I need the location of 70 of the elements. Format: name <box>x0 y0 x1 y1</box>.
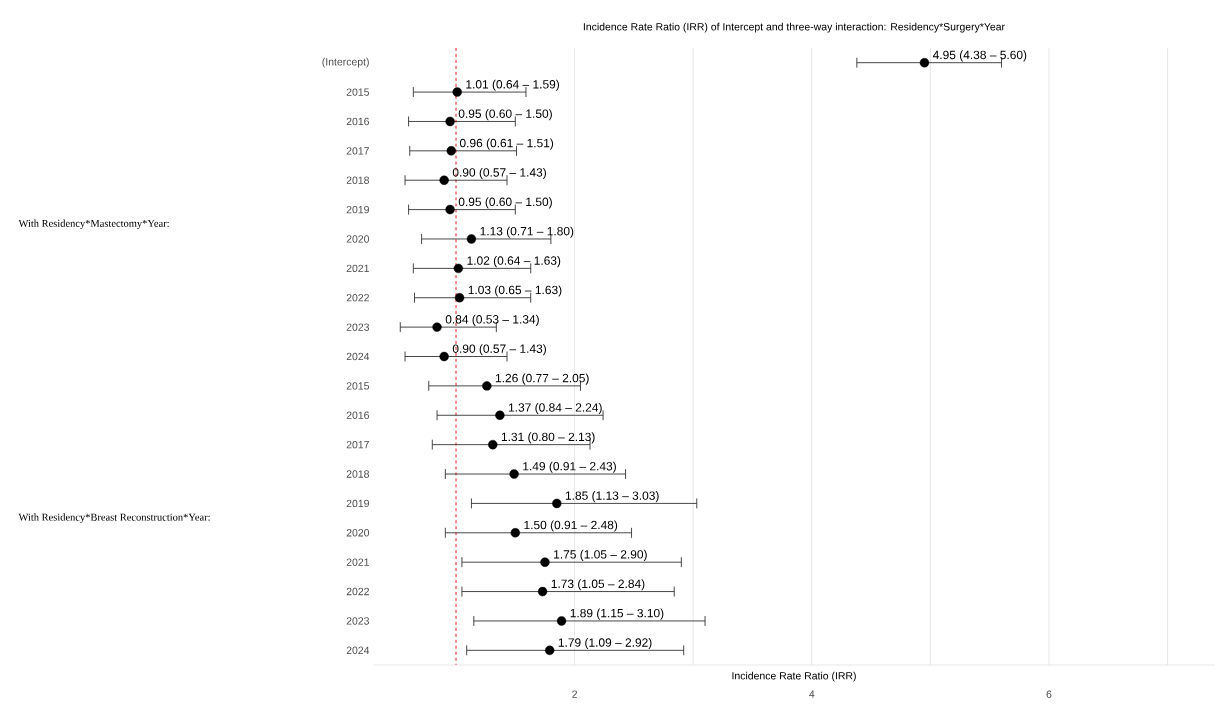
point <box>466 234 477 244</box>
data-label: 4.95 (4.38 – 5.60) <box>932 50 1027 62</box>
point <box>482 381 492 391</box>
y-tick-label: 2018 <box>346 176 370 184</box>
y-tick-label: 2015 <box>346 88 370 96</box>
data-label: 1.85 (1.13 – 3.03) <box>565 491 659 503</box>
point <box>556 616 567 626</box>
data-label: 1.13 (0.71 – 1.80) <box>480 226 574 238</box>
point <box>510 528 520 538</box>
y-tick-label: 2017 <box>346 440 369 449</box>
data-label: 1.79 (1.09 – 2.92) <box>558 637 652 650</box>
point <box>439 175 449 185</box>
data-label: 1.01 (0.64 – 1.59) <box>466 79 560 91</box>
y-tick-label: 2015 <box>346 382 370 390</box>
data-label: 1.49 (0.91 – 2.43) <box>523 461 616 473</box>
point <box>454 293 465 303</box>
y-tick-label: (Intercept) <box>322 57 369 68</box>
point <box>540 557 550 567</box>
data-label: 0.95 (0.60 – 1.50) <box>458 109 552 121</box>
data-label: 0.90 (0.57 – 1.43) <box>452 167 546 180</box>
point <box>552 498 562 509</box>
data-label: 1.02 (0.64 – 1.63) <box>467 256 561 268</box>
y-tick-label: 2021 <box>346 264 369 273</box>
text: With Residency*Mastectomy*Year: <box>18 219 169 230</box>
data-label: 1.73 (1.05 – 2.84) <box>551 579 645 591</box>
point <box>445 116 455 127</box>
data-label: 1.89 (1.15 – 3.10) <box>570 608 664 620</box>
data-label: 1.26 (0.77 – 2.05) <box>495 373 589 385</box>
y-tick-label: 2019 <box>346 499 369 508</box>
x-tick-label: 6 <box>1046 690 1052 698</box>
data-label: 1.75 (1.05 – 2.90) <box>554 549 647 561</box>
y-tick-label: 2021 <box>346 558 369 566</box>
y-tick-label: 2017 <box>346 147 369 155</box>
text: With Residency*Breast Reconstruction*Year: <box>18 513 210 523</box>
point <box>446 146 456 156</box>
y-tick-label: 2024 <box>346 352 370 361</box>
point <box>488 439 498 450</box>
x-tick-label: 2 <box>572 690 577 698</box>
data-label: 0.90 (0.57 – 1.43) <box>452 344 546 356</box>
data-label: 0.95 (0.60 – 1.50) <box>458 197 552 209</box>
x-tick-label: 4 <box>809 690 815 698</box>
data-label: 1.50 (0.91 – 2.48) <box>524 520 618 532</box>
data-label: 1.37 (0.84 – 2.24) <box>509 402 602 415</box>
data-label: 0.96 (0.61 – 1.51) <box>459 138 554 150</box>
y-tick-label: 2016 <box>346 411 370 419</box>
y-tick-label: 2023 <box>346 323 370 331</box>
y-tick-label: 2016 <box>346 117 370 126</box>
point <box>919 58 930 68</box>
y-tick-label: 2024 <box>346 646 370 655</box>
point <box>495 410 505 420</box>
point <box>545 645 555 655</box>
point <box>439 351 449 362</box>
point <box>537 586 548 597</box>
y-tick-label: 2019 <box>346 205 369 214</box>
y-tick-label: 2022 <box>346 587 369 596</box>
y-tick-label: 2020 <box>346 529 370 537</box>
point <box>452 87 462 97</box>
x-axis-title: Incidence Rate Ratio (IRR) <box>732 671 856 682</box>
point <box>445 204 455 215</box>
y-tick-label: 2023 <box>346 617 370 625</box>
data-label: 1.31 (0.80 – 2.13) <box>501 432 595 444</box>
data-label: 0.84 (0.53 – 1.34) <box>445 314 539 326</box>
point <box>509 469 519 479</box>
data-label: 1.03 (0.65 – 1.63) <box>468 285 562 297</box>
y-tick-label: 2018 <box>346 470 370 478</box>
y-tick-label: 2020 <box>346 235 370 243</box>
y-tick-label: 2022 <box>346 294 369 302</box>
point <box>432 322 442 332</box>
point <box>453 263 464 274</box>
chart-title: Incidence Rate Ratio (IRR) of Intercept and three-way interaction: Residency*Surgery*Year <box>583 22 1005 33</box>
